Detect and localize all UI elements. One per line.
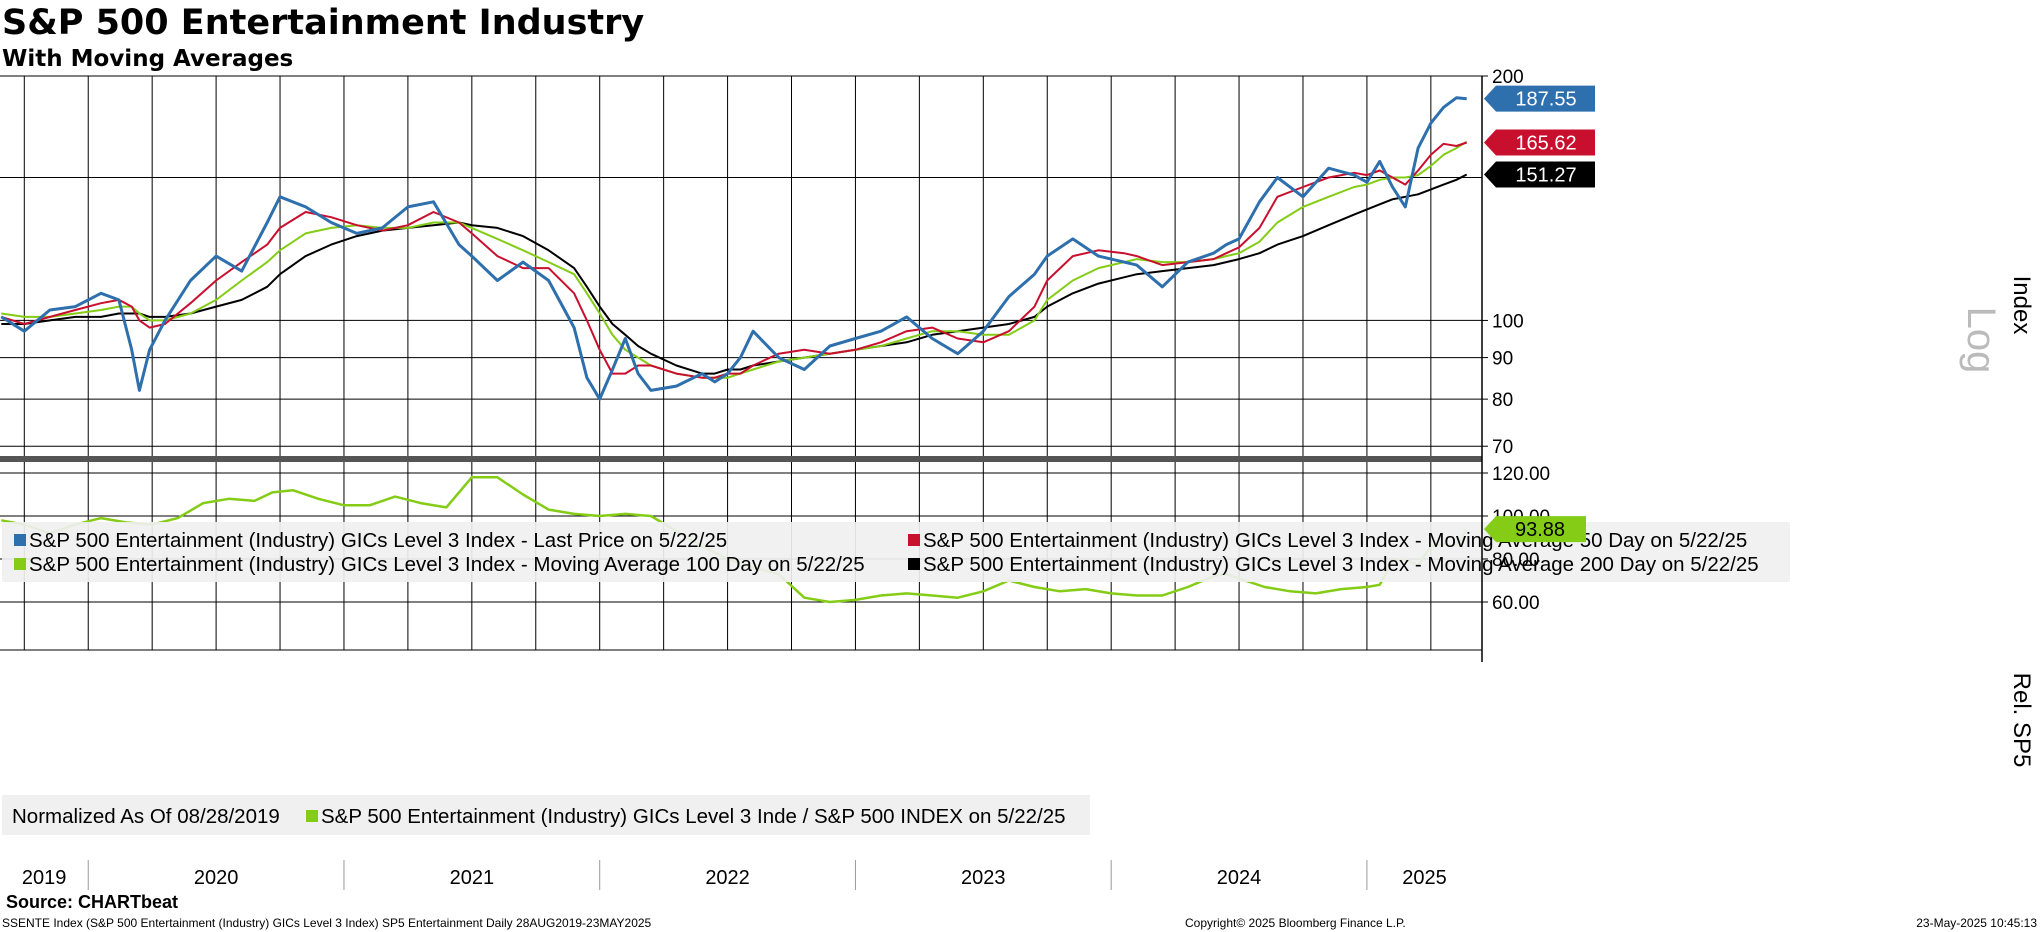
chart-subtitle: With Moving Averages (2, 46, 294, 72)
ma200-flag: 151.27 (1484, 161, 1595, 188)
chart-title: S&P 500 Entertainment Industry (2, 3, 645, 43)
y-tick-label-upper: 100 (1492, 311, 1524, 332)
legend-item: S&P 500 Entertainment (Industry) GICs Le… (29, 553, 865, 576)
x-year-label: 2025 (1402, 867, 1447, 889)
relative-flag-text: 93.88 (1515, 519, 1565, 541)
x-year-label: 2021 (450, 867, 495, 889)
x-year-label: 2020 (194, 867, 239, 889)
x-year-label: 2022 (705, 867, 750, 889)
ma50-flag-box (1484, 129, 1595, 156)
last-price-flag-text: 187.55 (1515, 89, 1576, 111)
y-tick-label-upper: 200 (1492, 67, 1524, 88)
legend-item: S&P 500 Entertainment (Industry) GICs Le… (923, 553, 1759, 576)
y-tick-label-upper: 70 (1492, 437, 1513, 458)
y-axis-scale-log: Log (1959, 307, 2003, 374)
y-tick-label-lower: 60.00 (1492, 593, 1540, 614)
legend-swatch (306, 810, 318, 822)
y-axis-title-rel: Rel. SP5 (2008, 673, 2035, 768)
x-year-label: 2019 (22, 867, 67, 889)
ma50-flag: 165.62 (1484, 129, 1595, 156)
lower-legend-box (2, 795, 1090, 835)
legend-swatch (908, 534, 920, 546)
legend-swatch (908, 558, 920, 570)
source-note: Source: CHARTbeat (6, 892, 179, 912)
legend-swatch (14, 534, 26, 546)
y-axis-title-index: Index (2008, 276, 2035, 335)
ma200-flag-box (1484, 161, 1595, 188)
x-year-label: 2023 (961, 867, 1006, 889)
ma200-line (1, 173, 1468, 375)
relative-performance-line (1, 476, 1468, 604)
last-price-line (0, 96, 1467, 401)
footer-copyright: Copyright© 2025 Bloomberg Finance L.P. (1185, 916, 1406, 930)
series-lines (0, 96, 1468, 604)
x-year-label: 2024 (1217, 867, 1262, 889)
legends: S&P 500 Entertainment (Industry) GICs Le… (2, 522, 1790, 835)
ma50-line (1, 141, 1468, 379)
relative-flag: 93.88 (1484, 516, 1586, 543)
ma50-flag-text: 165.62 (1515, 133, 1576, 155)
relative-flag-box (1484, 516, 1586, 543)
legend-item: S&P 500 Entertainment (Industry) GICs Le… (321, 805, 1066, 828)
y-tick-label-upper: 90 (1492, 349, 1513, 370)
footer-ticker-info: SSENTE Index (S&P 500 Entertainment (Ind… (2, 916, 652, 930)
last-price-flag-box (1484, 85, 1595, 112)
ma200-flag-text: 151.27 (1515, 164, 1576, 186)
panel-divider (0, 456, 1482, 462)
legend-item: S&P 500 Entertainment (Industry) GICs Le… (29, 529, 727, 552)
legend-item: S&P 500 Entertainment (Industry) GICs Le… (923, 529, 1747, 552)
last-price-flag: 187.55 (1484, 85, 1595, 112)
footer-timestamp: 23-May-2025 10:45:13 (1916, 916, 2037, 930)
y-tick-label-lower: 120.00 (1492, 464, 1550, 485)
legend-swatch (14, 558, 26, 570)
legend-normalized-note: Normalized As Of 08/28/2019 (12, 805, 280, 828)
ma100-line (1, 140, 1468, 379)
axes: 200100908070120.00100.0080.0060.00IndexL… (22, 67, 2035, 890)
y-tick-label-upper: 80 (1492, 390, 1513, 411)
y-tick-label-lower: 80.00 (1492, 550, 1540, 571)
